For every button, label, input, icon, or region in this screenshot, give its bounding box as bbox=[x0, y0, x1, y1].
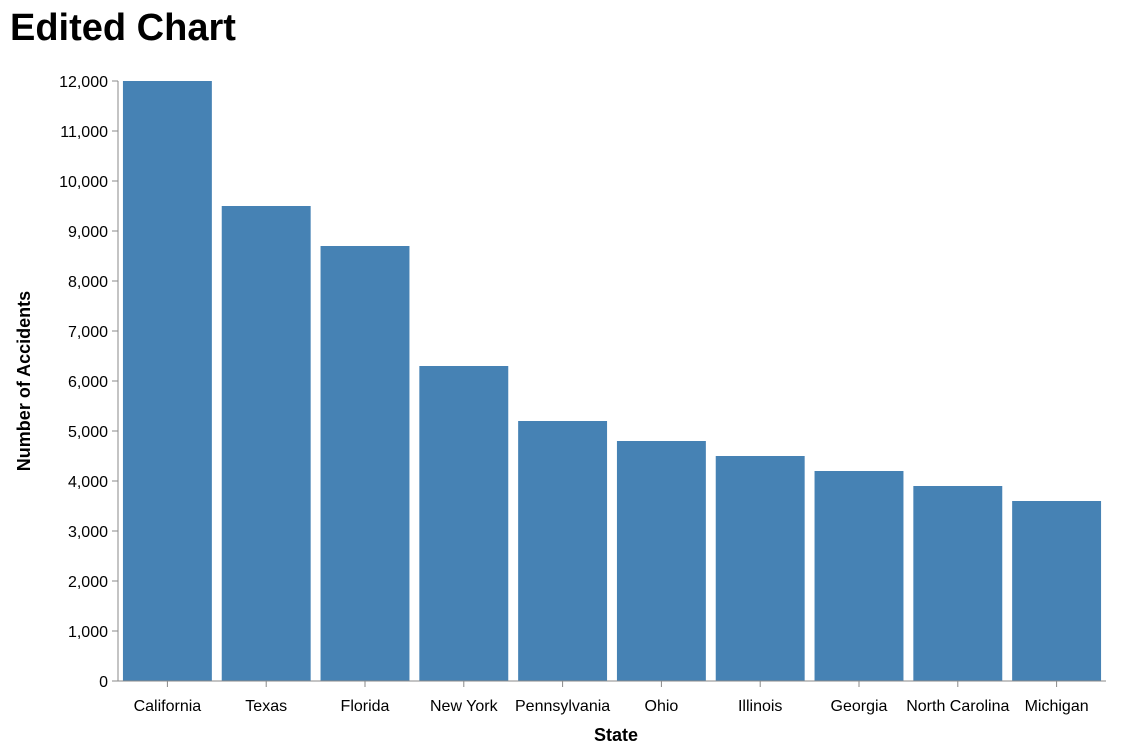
y-tick-label: 1,000 bbox=[68, 624, 108, 641]
x-tick-label: Michigan bbox=[1025, 698, 1089, 715]
y-tick-label: 3,000 bbox=[68, 524, 108, 541]
x-tick-label: California bbox=[134, 698, 202, 715]
x-tick-label: Texas bbox=[245, 698, 287, 715]
bar-pennsylvania bbox=[518, 421, 608, 681]
x-tick-label: New York bbox=[430, 698, 499, 715]
x-tick-label: North Carolina bbox=[906, 698, 1009, 715]
bar-california bbox=[122, 81, 212, 681]
y-tick-label: 8,000 bbox=[68, 274, 108, 291]
y-tick-label: 5,000 bbox=[68, 424, 108, 441]
x-axis: California Texas Florida New York Pennsylvan… bbox=[118, 680, 1106, 715]
y-tick-label: 12,000 bbox=[59, 74, 108, 91]
y-tick-label: 11,000 bbox=[60, 124, 108, 141]
y-axis-title: Number of Accidents bbox=[14, 291, 34, 471]
bar-texas bbox=[221, 206, 311, 681]
x-axis-title: State bbox=[594, 725, 638, 745]
x-tick-label: Florida bbox=[341, 698, 390, 715]
y-tick-label: 2,000 bbox=[68, 574, 108, 591]
chart-title: Edited Chart bbox=[10, 7, 236, 49]
y-axis: 0 1,000 2,000 3,000 4,000 5,000 6,000 7,000 8,00… bbox=[59, 74, 119, 691]
y-tick-label: 0 bbox=[99, 674, 108, 691]
bar-illinois bbox=[715, 456, 805, 681]
x-tick-label: Ohio bbox=[645, 698, 679, 715]
bar-michigan bbox=[1012, 501, 1102, 681]
bar-ohio bbox=[616, 441, 706, 681]
y-tick-label: 6,000 bbox=[68, 374, 108, 391]
y-tick-label: 10,000 bbox=[59, 174, 108, 191]
y-tick-label: 4,000 bbox=[68, 474, 108, 491]
bar-florida bbox=[320, 246, 410, 681]
x-tick-label: Illinois bbox=[738, 698, 782, 715]
x-tick-label: Georgia bbox=[831, 698, 888, 715]
bar-north-carolina bbox=[913, 486, 1003, 681]
y-tick-label: 9,000 bbox=[68, 224, 108, 241]
bar-new-york bbox=[419, 366, 509, 681]
y-tick-label: 7,000 bbox=[68, 324, 108, 341]
x-tick-label: Pennsylvania bbox=[515, 698, 610, 715]
bars bbox=[122, 81, 1102, 681]
bar-georgia bbox=[814, 471, 904, 681]
